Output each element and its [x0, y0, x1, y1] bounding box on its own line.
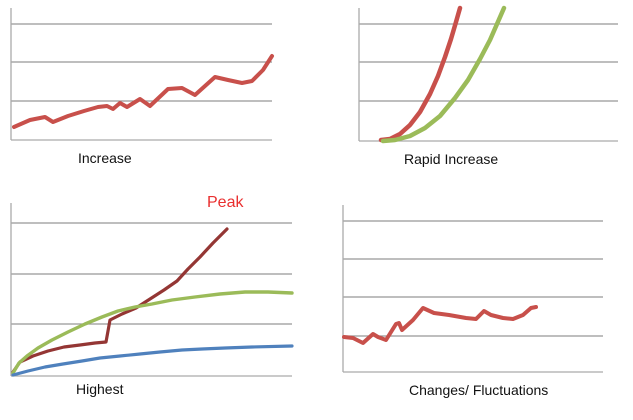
highest-maroon-peak-line	[11, 227, 229, 374]
chart-label-changes-fluctuations: Changes/ Fluctuations	[409, 382, 549, 398]
peak-annotation: Peak	[207, 194, 244, 211]
highest-green-levelling-line	[11, 290, 294, 375]
rapid-increase-green-curve	[380, 5, 507, 144]
highest-blue-low-line	[11, 344, 294, 377]
steady-increase-line	[12, 54, 274, 129]
chart-label-rapid-increase: Rapid Increase	[404, 151, 499, 167]
rapid-increase-red-curve	[378, 5, 463, 143]
chart-label-increase: Increase	[78, 150, 132, 166]
chart-label-highest: Highest	[76, 381, 124, 397]
fluctuations-red-line	[342, 305, 538, 345]
